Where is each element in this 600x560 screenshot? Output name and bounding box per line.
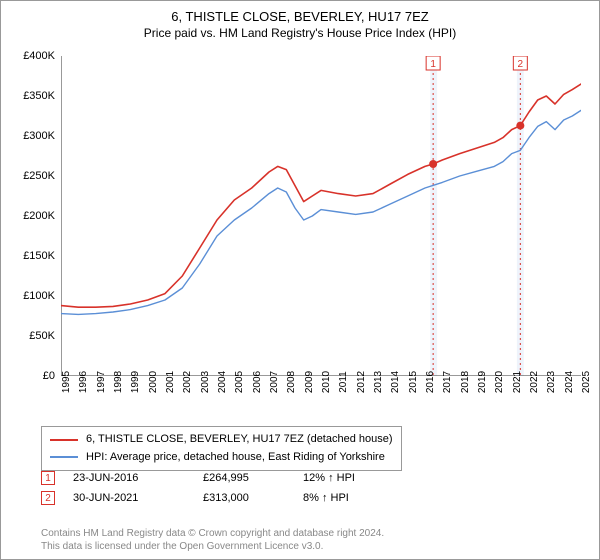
x-tick-label: 2003 (200, 371, 211, 393)
y-tick-label: £400K (23, 50, 55, 62)
chart-container: 6, THISTLE CLOSE, BEVERLEY, HU17 7EZ Pri… (0, 0, 600, 560)
x-tick-label: 2008 (286, 371, 297, 393)
x-tick-label: 2009 (304, 371, 315, 393)
legend-swatch (50, 439, 78, 441)
y-tick-label: £150K (23, 250, 55, 262)
x-tick-label: 2005 (234, 371, 245, 393)
x-tick-label: 2016 (425, 371, 436, 393)
y-tick-label: £300K (23, 130, 55, 142)
title-block: 6, THISTLE CLOSE, BEVERLEY, HU17 7EZ Pri… (1, 1, 599, 44)
sale-row: 2 30-JUN-2021£313,0008% ↑ HPI (41, 491, 403, 505)
chart-svg: 12 (61, 56, 581, 376)
sale-marker-badge: 2 (41, 491, 55, 505)
sale-point (429, 160, 437, 168)
x-tick-label: 1999 (130, 371, 141, 393)
x-tick-label: 2011 (338, 371, 349, 393)
footer-line-1: Contains HM Land Registry data © Crown c… (41, 527, 384, 540)
legend-item: HPI: Average price, detached house, East… (50, 449, 393, 467)
footer-line-2: This data is licensed under the Open Gov… (41, 540, 384, 553)
sale-row: 1 23-JUN-2016£264,99512% ↑ HPI (41, 471, 403, 485)
sale-price: £264,995 (203, 472, 303, 484)
x-tick-label: 2002 (182, 371, 193, 393)
sale-delta: 8% ↑ HPI (303, 492, 403, 504)
sale-delta: 12% ↑ HPI (303, 472, 403, 484)
x-tick-label: 2012 (356, 371, 367, 393)
svg-text:1: 1 (430, 59, 436, 70)
footer-attribution: Contains HM Land Registry data © Crown c… (41, 527, 384, 553)
x-tick-label: 2025 (581, 371, 592, 393)
title-line-2: Price paid vs. HM Land Registry's House … (1, 26, 599, 40)
sales-table: 1 23-JUN-2016£264,99512% ↑ HPI 2 30-JUN-202… (41, 471, 403, 511)
title-line-1: 6, THISTLE CLOSE, BEVERLEY, HU17 7EZ (1, 9, 599, 24)
x-tick-label: 1998 (113, 371, 124, 393)
legend-label: HPI: Average price, detached house, East… (86, 449, 385, 467)
legend-box: 6, THISTLE CLOSE, BEVERLEY, HU17 7EZ (de… (41, 426, 402, 471)
x-tick-label: 2006 (252, 371, 263, 393)
sale-marker-box: 2 (513, 56, 527, 70)
x-tick-label: 1995 (61, 371, 72, 393)
legend-item: 6, THISTLE CLOSE, BEVERLEY, HU17 7EZ (de… (50, 431, 393, 449)
x-tick-label: 1996 (78, 371, 89, 393)
x-tick-label: 2013 (373, 371, 384, 393)
sale-price: £313,000 (203, 492, 303, 504)
y-tick-label: £350K (23, 90, 55, 102)
highlight-band (430, 56, 437, 376)
series-price_paid (61, 84, 581, 307)
x-tick-label: 2007 (269, 371, 280, 393)
x-tick-label: 2023 (546, 371, 557, 393)
x-tick-label: 2017 (442, 371, 453, 393)
legend-swatch (50, 456, 78, 458)
y-tick-label: £50K (29, 330, 55, 342)
x-tick-label: 2014 (390, 371, 401, 393)
sale-date: 30-JUN-2021 (73, 492, 203, 504)
x-tick-label: 2004 (217, 371, 228, 393)
sale-marker-badge: 1 (41, 471, 55, 485)
y-tick-label: £100K (23, 290, 55, 302)
x-tick-label: 2015 (408, 371, 419, 393)
x-tick-label: 2001 (165, 371, 176, 393)
y-tick-label: £200K (23, 210, 55, 222)
x-tick-label: 2020 (494, 371, 505, 393)
x-tick-label: 2019 (477, 371, 488, 393)
y-tick-label: £0 (43, 370, 55, 382)
x-tick-label: 2021 (512, 371, 523, 393)
series-hpi (61, 110, 581, 314)
x-tick-label: 2018 (460, 371, 471, 393)
x-tick-label: 2024 (564, 371, 575, 393)
y-tick-label: £250K (23, 170, 55, 182)
x-tick-label: 2022 (529, 371, 540, 393)
chart-plot-area: 12 £0£50K£100K£150K£200K£250K£300K£350K£… (61, 56, 581, 376)
sale-point (516, 122, 524, 130)
x-tick-label: 2010 (321, 371, 332, 393)
x-tick-label: 1997 (96, 371, 107, 393)
x-tick-label: 2000 (148, 371, 159, 393)
legend-label: 6, THISTLE CLOSE, BEVERLEY, HU17 7EZ (de… (86, 431, 393, 449)
sale-marker-box: 1 (426, 56, 440, 70)
sale-date: 23-JUN-2016 (73, 472, 203, 484)
svg-text:2: 2 (518, 59, 524, 70)
